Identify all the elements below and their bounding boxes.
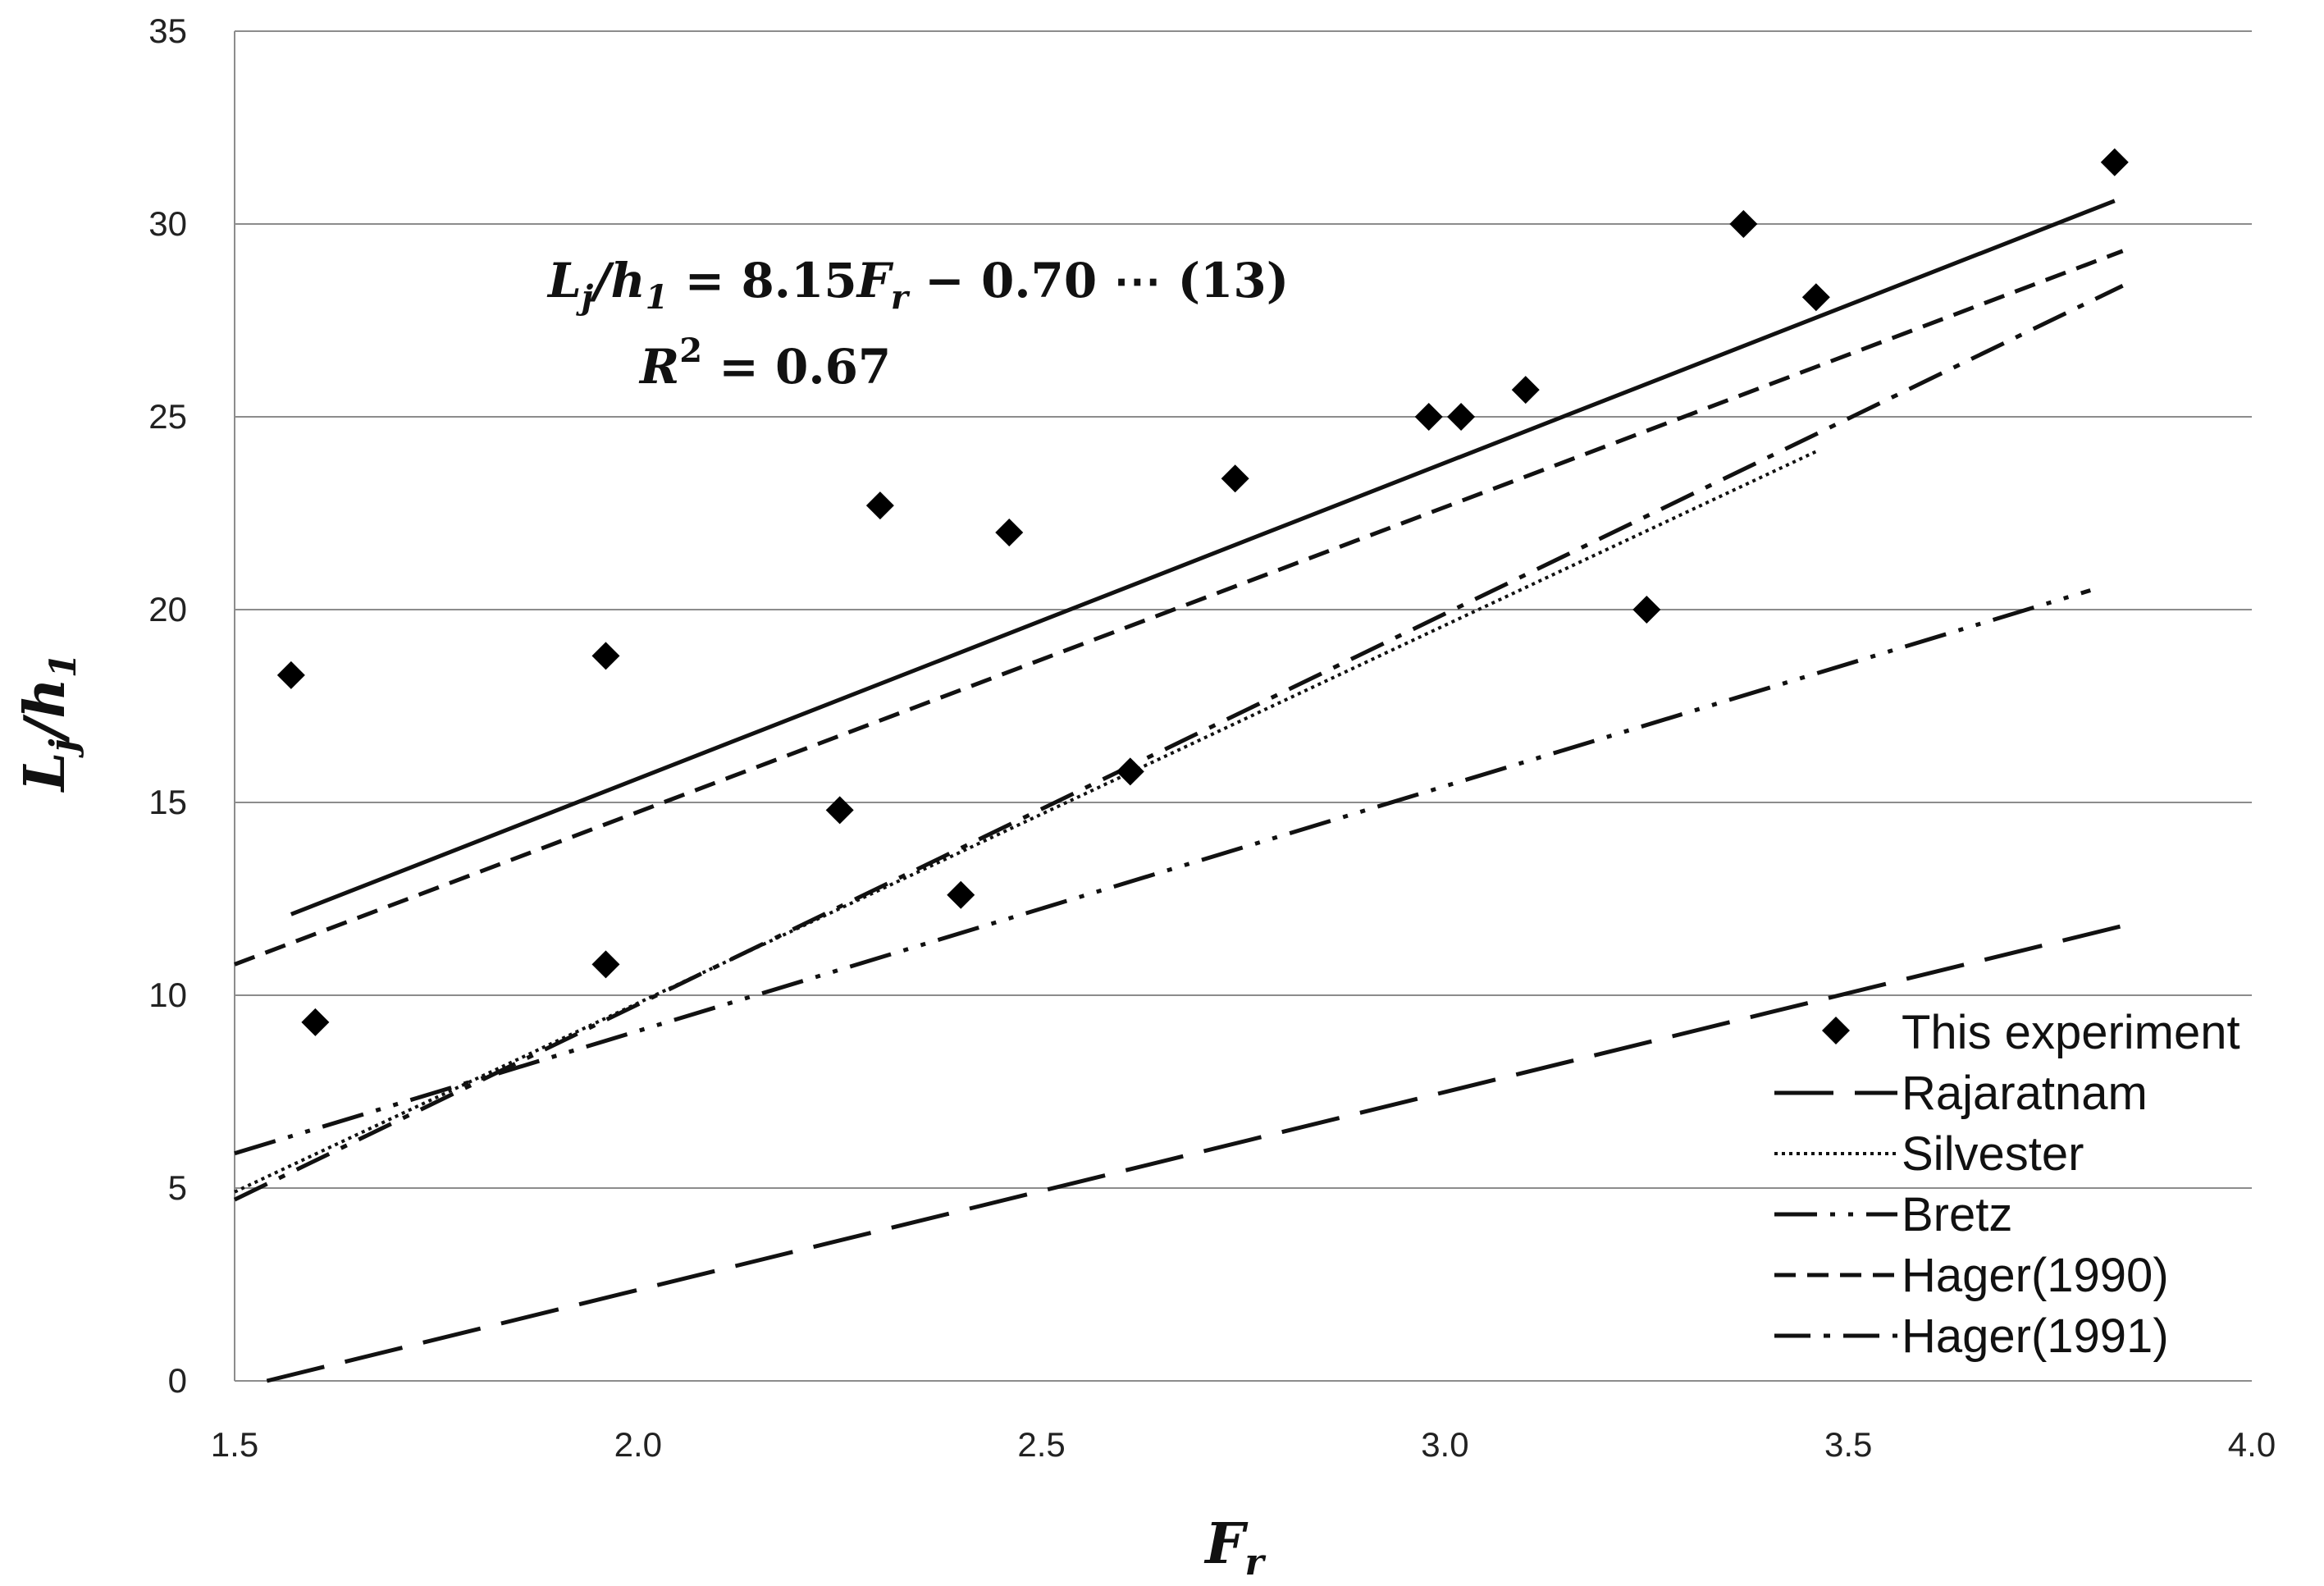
data-point [947,880,975,909]
data-point [276,660,305,689]
legend-label: Hager(1991) [1902,1309,2169,1363]
r-squared-annotation: R2 = 0.67 [638,331,891,395]
data-point [591,950,620,979]
data-point [825,796,854,825]
y-axis-title: Lj/h1 [12,653,84,793]
hager-1990-line [234,249,2124,967]
x-tick-label: 3.0 [1421,1425,1468,1464]
rajaratnam-line [266,923,2124,1383]
legend-key-scatter [1822,1017,1850,1044]
data-point [1447,403,1476,431]
x-tick-label: 3.5 [1824,1425,1872,1464]
data-point [1221,464,1249,493]
y-tick-labels: 0 5 10 15 20 25 30 35 [148,11,187,1400]
legend-label: Bretz [1902,1188,2012,1241]
x-tick-label: 2.5 [1017,1425,1065,1464]
x-tick-labels: 1.5 2.0 2.5 3.0 3.5 4.0 [211,1425,2276,1464]
regression-line [290,199,2116,916]
y-tick-label: 15 [148,783,187,821]
data-point [1511,376,1540,404]
y-tick-label: 30 [148,204,187,243]
legend-label: Rajaratnam [1902,1067,2148,1120]
y-tick-label: 35 [148,11,187,50]
y-tick-label: 25 [148,397,187,436]
series-lines [233,199,2124,1383]
data-point [1801,283,1830,312]
x-tick-label: 2.0 [614,1425,662,1464]
data-point [301,1008,330,1036]
data-point [1414,403,1443,431]
x-axis-title: Fr [1203,1511,1266,1584]
silvester-line [234,450,1817,1194]
legend-label: This experiment [1902,1006,2240,1059]
data-point [1729,210,1758,238]
legend-label: Hager(1990) [1902,1249,2169,1302]
legend-label: Silvester [1902,1127,2084,1181]
plot-frame [234,31,2252,1382]
y-tick-label: 10 [148,976,187,1014]
data-point [2100,148,2129,176]
data-point [591,642,620,670]
gridlines [235,30,2252,1189]
data-point [1116,757,1144,786]
y-tick-label: 0 [168,1361,187,1400]
data-point [865,491,894,520]
y-tick-label: 20 [148,590,187,628]
x-tick-label: 1.5 [211,1425,258,1464]
equation-annotation: Lj/h1 = 8.15Fr − 0.70 ⋯ (13) [546,253,1289,317]
hager-1991-line [233,283,2124,1202]
bretz-line [234,588,2092,1156]
data-point [995,519,1024,546]
x-tick-label: 4.0 [2228,1425,2276,1464]
data-point [1632,596,1661,624]
legend: This experiment Rajaratnam Silvester Bretz H… [1774,1006,2240,1363]
y-tick-label: 5 [168,1168,187,1207]
data-points [276,148,2129,1036]
